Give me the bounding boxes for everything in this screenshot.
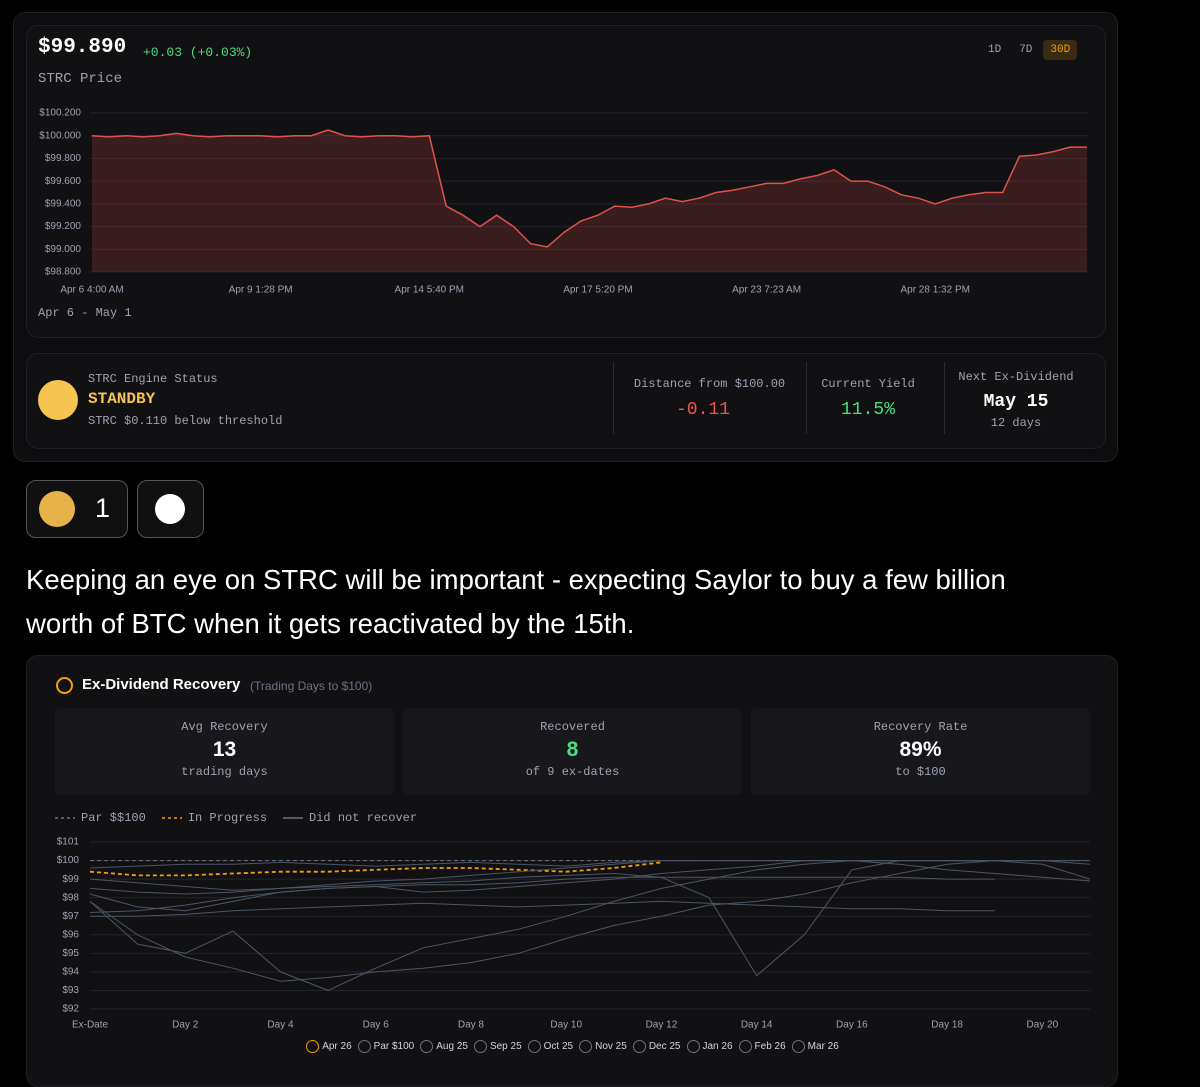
stat-card: Recovery Rate 89% to $100 (751, 708, 1090, 795)
next-value: May 15 (983, 392, 1049, 412)
stat-sub: to $100 (895, 765, 946, 779)
series-toggle[interactable]: Nov 25 (579, 1040, 627, 1053)
series-toggle[interactable]: Dec 25 (632, 1040, 681, 1053)
next-sub: 12 days (990, 416, 1042, 430)
recovery-subtitle: (Trading Days to $100) (250, 679, 373, 693)
toggle-label: Apr 26 (322, 1041, 352, 1052)
reaction-emoji (39, 491, 75, 527)
range-button[interactable]: 30D (1043, 40, 1078, 60)
toggle-label: Sep 25 (489, 1041, 522, 1052)
post-line: Keeping an eye on STRC will be important… (26, 564, 1006, 595)
status-panel (26, 353, 1106, 449)
post-line: worth of BTC when it gets reactivated by… (26, 608, 635, 639)
toggle-ring (579, 1040, 593, 1053)
status-note: STRC $0.110 below threshold (88, 414, 283, 428)
stat-value: 13 (212, 738, 237, 761)
stat-label: Recovered (540, 720, 605, 734)
clock-icon (56, 677, 73, 694)
toggle-label: Par $100 (373, 1041, 415, 1052)
toggle-label: Oct 25 (543, 1041, 574, 1052)
legend-label: Did not recover (309, 811, 418, 825)
series-toggles: Apr 26 Par $100 Aug 25 Sep 25 Oct 25 Nov 25 De… (0, 1040, 1145, 1053)
toggle-label: Aug 25 (436, 1041, 468, 1052)
divider (806, 362, 807, 434)
divider (613, 362, 614, 434)
legend-item: Par $$100 (55, 811, 146, 825)
price-label: STRC Price (38, 71, 123, 87)
toggle-ring (791, 1040, 805, 1053)
toggle-ring (357, 1040, 371, 1053)
range-buttons: 1D 7D 30D (981, 40, 1078, 60)
status-state: STANDBY (88, 390, 156, 408)
series-toggle[interactable]: Aug 25 (420, 1040, 468, 1053)
distance-label: Distance from $100.00 (633, 377, 786, 391)
yield-label: Current Yield (821, 377, 915, 391)
toggle-ring (420, 1040, 434, 1053)
price: $99.890 (38, 36, 127, 59)
stat-card: Recovered 8 of 9 ex-dates (403, 708, 742, 795)
toggle-label: Nov 25 (595, 1041, 627, 1052)
distance-value: -0.11 (675, 400, 730, 420)
divider (944, 362, 945, 434)
yield-value: 11.5% (840, 400, 895, 420)
toggle-ring (527, 1040, 541, 1053)
legend-label: In Progress (187, 811, 268, 825)
status-title: STRC Engine Status (88, 372, 218, 386)
range-button[interactable]: 7D (1019, 44, 1033, 56)
toggle-ring (738, 1040, 752, 1053)
stat-sub: of 9 ex-dates (525, 765, 620, 779)
series-toggle[interactable]: Par $100 (357, 1040, 415, 1053)
toggle-label: Jan 26 (702, 1041, 733, 1052)
range-button[interactable]: 1D (988, 44, 1002, 56)
smile-icon (155, 494, 185, 524)
price-panel (26, 25, 1106, 338)
series-toggle[interactable]: Oct 25 (527, 1040, 574, 1053)
toggle-ring (632, 1040, 646, 1053)
reaction-button[interactable]: 1 (26, 480, 128, 538)
legend-label: Par $$100 (81, 811, 146, 825)
legend-swatch (161, 817, 182, 819)
series-toggle[interactable]: Feb 26 (738, 1040, 786, 1053)
series-toggle[interactable]: Sep 25 (473, 1040, 522, 1053)
series-toggle[interactable]: Mar 26 (791, 1040, 839, 1053)
toggle-ring (686, 1040, 700, 1053)
recovery-title: Ex-Dividend Recovery (82, 676, 241, 693)
price-change: +0.03 (+0.03%) (143, 45, 253, 60)
stat-value: 89% (899, 738, 942, 761)
date-range: Apr 6 - May 1 (38, 306, 132, 320)
toggle-ring (473, 1040, 487, 1053)
stat-label: Avg Recovery (181, 720, 268, 734)
legend-item: Did not recover (283, 811, 417, 825)
legend: Par $$100 In Progress Did not recover (55, 811, 417, 825)
next-label: Next Ex-Dividend (958, 370, 1074, 384)
post-text: Keeping an eye on STRC will be important… (26, 558, 1006, 646)
stat-card: Avg Recovery 13 trading days (55, 708, 394, 795)
stat-sub: trading days (181, 765, 268, 779)
status-indicator (38, 380, 78, 420)
add-reaction-button[interactable] (137, 480, 204, 538)
series-toggle[interactable]: Apr 26 (306, 1040, 352, 1053)
toggle-label: Mar 26 (807, 1041, 839, 1052)
legend-swatch (55, 817, 75, 819)
legend-item: In Progress (161, 811, 268, 825)
stat-value: 8 (566, 738, 579, 761)
reaction-count: 1 (95, 493, 111, 523)
series-toggle[interactable]: Jan 26 (686, 1040, 733, 1053)
toggle-ring (306, 1040, 320, 1053)
legend-swatch (283, 817, 304, 819)
toggle-label: Feb 26 (754, 1041, 786, 1052)
toggle-label: Dec 25 (648, 1041, 681, 1052)
stat-label: Recovery Rate (873, 720, 968, 734)
